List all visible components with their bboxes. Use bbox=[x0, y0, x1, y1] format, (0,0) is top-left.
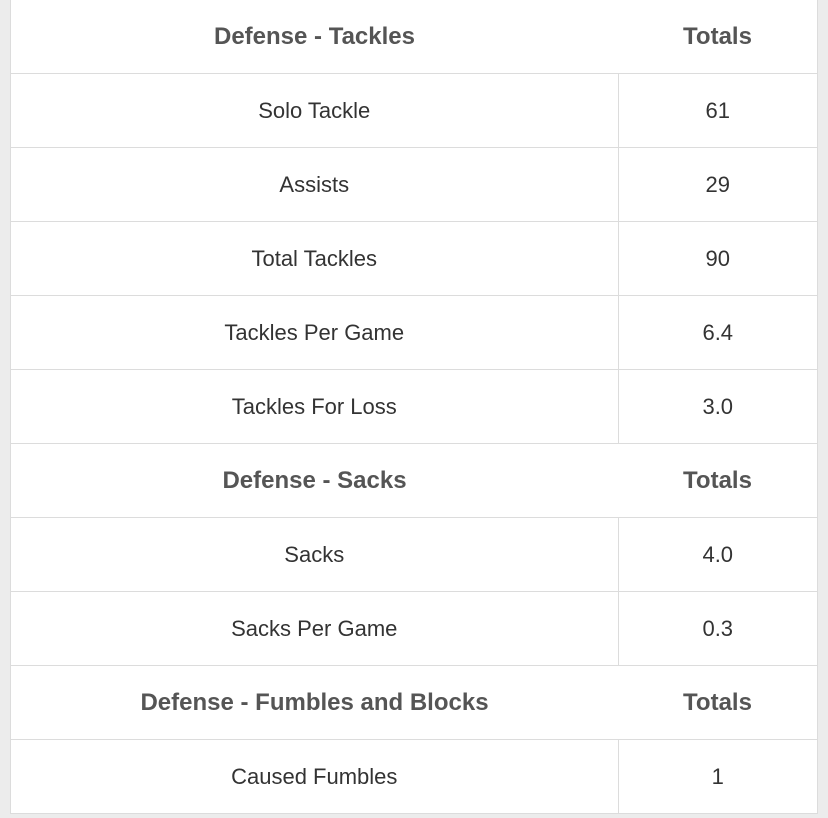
stat-label: Caused Fumbles bbox=[11, 739, 618, 814]
stat-label: Tackles For Loss bbox=[11, 369, 618, 444]
stat-value: 61 bbox=[617, 73, 817, 148]
section-header: Defense - Fumbles and Blocks Totals bbox=[11, 665, 817, 740]
section-title: Defense - Fumbles and Blocks bbox=[11, 665, 618, 740]
section-title: Defense - Sacks bbox=[11, 443, 618, 518]
stat-label: Total Tackles bbox=[11, 221, 618, 296]
stat-row: Assists 29 bbox=[11, 147, 817, 222]
stat-row: Sacks Per Game 0.3 bbox=[11, 591, 817, 666]
stat-row: Sacks 4.0 bbox=[11, 517, 817, 592]
stat-label: Sacks Per Game bbox=[11, 591, 618, 666]
stat-row: Tackles For Loss 3.0 bbox=[11, 369, 817, 444]
stat-label: Tackles Per Game bbox=[11, 295, 618, 370]
stat-row: Tackles Per Game 6.4 bbox=[11, 295, 817, 370]
stats-table-container: Defense - Tackles Totals Solo Tackle 61 Assi… bbox=[10, 0, 818, 814]
stat-value: 1 bbox=[617, 739, 817, 814]
stats-table: Defense - Tackles Totals Solo Tackle 61 Assi… bbox=[11, 0, 817, 814]
stat-row: Total Tackles 90 bbox=[11, 221, 817, 296]
section-header: Defense - Sacks Totals bbox=[11, 443, 817, 518]
stat-value: 0.3 bbox=[617, 591, 817, 666]
stat-label: Assists bbox=[11, 147, 618, 222]
stat-row: Solo Tackle 61 bbox=[11, 73, 817, 148]
stat-label: Solo Tackle bbox=[11, 73, 618, 148]
stat-value: 4.0 bbox=[617, 517, 817, 592]
section-header: Defense - Tackles Totals bbox=[11, 0, 817, 74]
stat-value: 6.4 bbox=[617, 295, 817, 370]
stat-value: 90 bbox=[617, 221, 817, 296]
stat-row: Caused Fumbles 1 bbox=[11, 739, 817, 814]
section-title: Defense - Tackles bbox=[11, 0, 618, 74]
stat-value: 29 bbox=[617, 147, 817, 222]
stat-value: 3.0 bbox=[617, 369, 817, 444]
stat-label: Sacks bbox=[11, 517, 618, 592]
column-header: Totals bbox=[618, 0, 817, 74]
column-header: Totals bbox=[618, 665, 817, 740]
column-header: Totals bbox=[618, 443, 817, 518]
